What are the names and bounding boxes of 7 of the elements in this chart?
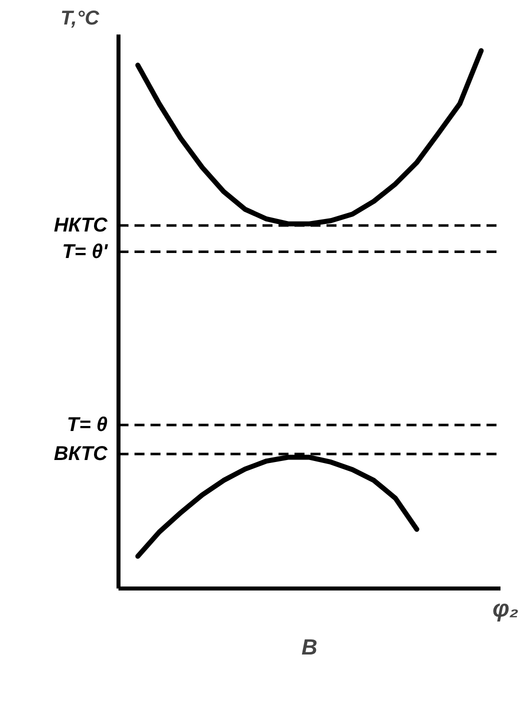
ref-line-label: T= θ' [62,240,109,263]
y-axis-title: T,°C [60,8,100,30]
ref-line-label: ВКТС [54,443,108,466]
x-axis-title: φ₂ [492,596,519,622]
text: В [302,634,318,660]
ref-line-label: НКТС [54,214,108,236]
ref-line-label: T= θ [66,414,108,436]
